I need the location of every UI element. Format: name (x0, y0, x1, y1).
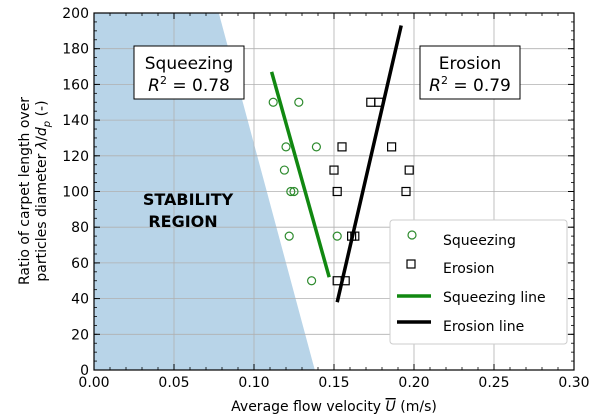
squeezing-point (332, 231, 342, 241)
squeezing-point (286, 186, 296, 197)
y-tick-label: 0 (80, 363, 89, 379)
y-tick-label: 160 (62, 77, 89, 93)
y-tick-label: 200 (62, 6, 89, 22)
x-tick-label: 0.00 (78, 375, 109, 391)
erosion-annotation-title: Erosion (439, 54, 502, 74)
x-tick-label: 0.15 (318, 375, 349, 391)
legend-erosion-marker (406, 259, 416, 269)
erosion-point (401, 186, 411, 197)
y-tick-label: 140 (62, 113, 89, 129)
legend: Squeezing Erosion Squeezing line Erosion… (389, 219, 568, 345)
squeezing-point (281, 142, 291, 152)
erosion-annotation-box: Erosion R2 = 0.79 (419, 45, 521, 100)
y-tick-label: 40 (71, 292, 89, 308)
x-tick-label: 0.25 (478, 375, 509, 391)
squeezing-point (268, 97, 278, 107)
stability-region-label: STABILITY REGION (143, 190, 234, 231)
erosion-r2-value: 0.79 (473, 76, 511, 96)
y-axis-label-line2: particles diameter λ/dp (-) (34, 100, 53, 281)
stability-label-line1: STABILITY (143, 190, 234, 209)
squeezing-point (294, 97, 304, 107)
y-axis-label: Ratio of carpet length over particles di… (17, 97, 53, 285)
x-tick-label: 0.20 (398, 375, 429, 391)
squeezing-point (311, 142, 321, 152)
x-tick-label: 0.05 (158, 375, 189, 391)
squeezing-point (284, 231, 294, 241)
x-tick-label: 0.30 (558, 375, 589, 391)
squeezing-point (279, 165, 289, 175)
erosion-point (374, 97, 384, 107)
legend-squeezing-label: Squeezing (443, 233, 516, 249)
erosion-point (387, 142, 397, 152)
squeezing-annotation-frame (133, 45, 245, 100)
squeezing-r2-text: R2 = 0.78 (148, 74, 230, 96)
fit-lines-layer (269, 25, 403, 303)
erosion-point (329, 165, 339, 175)
erosion-r2-text: R2 = 0.79 (429, 74, 511, 96)
squeezing-annotation-box: Squeezing R2 = 0.78 (133, 45, 245, 100)
legend-squeezing-marker (407, 230, 417, 240)
squeezing-point (289, 186, 299, 197)
y-tick-label: 100 (62, 185, 89, 201)
y-tick-label: 20 (71, 327, 89, 343)
erosion-annotation-frame (419, 45, 521, 100)
squeezing-fit-line (269, 71, 331, 278)
legend-erosion-line-label: Erosion line (443, 319, 524, 335)
erosion-point (337, 142, 347, 152)
erosion-point (340, 276, 350, 286)
erosion-point (404, 165, 414, 175)
legend-erosion-label: Erosion (443, 261, 494, 277)
legend-squeezing-line-label: Squeezing line (443, 290, 546, 306)
erosion-fit-line (335, 25, 403, 303)
stability-label-line2: REGION (148, 212, 217, 231)
x-axis-label: Average flow velocity U (m/s) (231, 399, 437, 415)
y-axis-label-line1: Ratio of carpet length over (17, 97, 33, 285)
x-tick-label: 0.10 (238, 375, 269, 391)
markers-layer (268, 97, 414, 286)
legend-frame (389, 219, 568, 345)
squeezing-annotation-title: Squeezing (145, 54, 234, 74)
erosion-point (332, 186, 342, 197)
y-tick-label: 180 (62, 42, 89, 58)
squeezing-r2-value: 0.78 (192, 76, 230, 96)
axes-layer: 0.00 0.05 0.10 0.15 0.20 0.25 0.30 0 20 40 60 80 100… (62, 6, 589, 391)
y-tick-label: 60 (71, 256, 89, 272)
erosion-point (350, 231, 360, 241)
squeezing-point (307, 276, 317, 286)
y-tick-label: 120 (62, 149, 89, 165)
y-tick-label: 80 (71, 220, 89, 236)
